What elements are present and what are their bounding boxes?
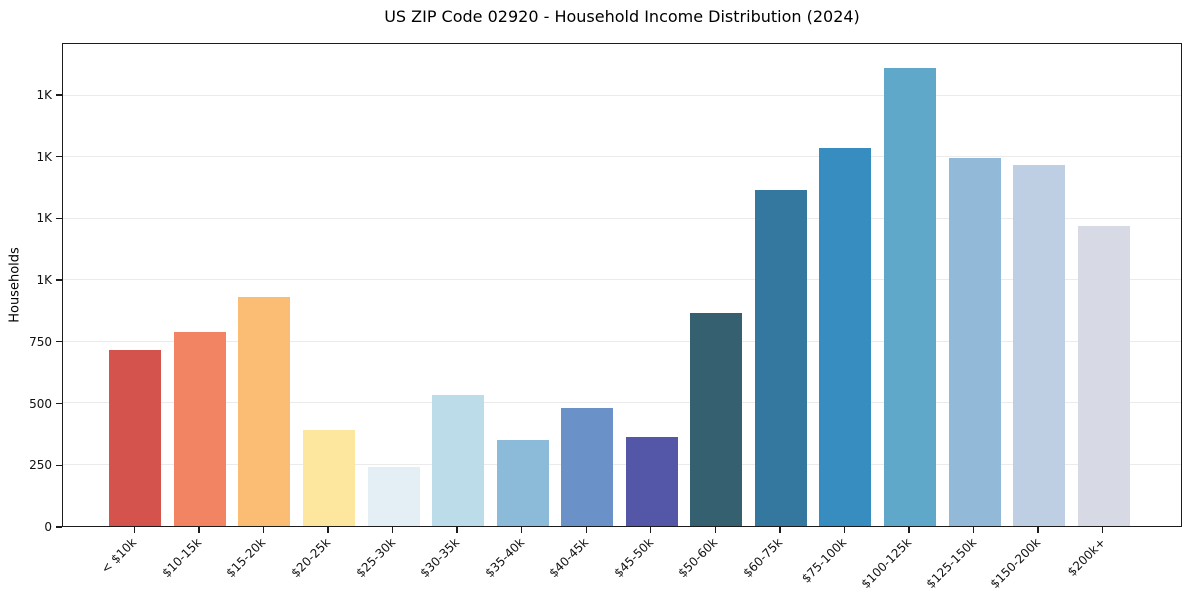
gridline (63, 340, 1181, 342)
y-tick-mark (56, 279, 62, 281)
bar-$10-15k (173, 331, 226, 526)
y-tick-label: 500 (29, 396, 52, 411)
bar-$20-25k (302, 429, 355, 526)
bar-$60-75k (754, 190, 807, 526)
x-tick-mark (133, 527, 135, 533)
bar-$25-30k (367, 467, 420, 526)
y-tick-label: 250 (29, 458, 52, 473)
bar-$40-45k (561, 407, 614, 526)
x-tick-mark (843, 527, 846, 533)
bar-$200k+ (1077, 225, 1130, 526)
x-tick-label: < $10k (98, 535, 140, 577)
bar-$50-60k (690, 313, 743, 526)
bar-$100-125k (884, 68, 937, 526)
x-tick-mark (585, 527, 587, 533)
bar-$30-35k (432, 395, 485, 526)
x-tick-mark (520, 527, 523, 533)
y-tick-mark (56, 94, 62, 96)
plot-area (62, 43, 1182, 527)
x-tick-mark (456, 527, 458, 533)
y-tick-label: 1K (36, 273, 52, 288)
gridline (63, 156, 1181, 158)
y-tick-mark (56, 402, 62, 405)
y-tick-label: 1K (36, 149, 52, 164)
gridline (63, 402, 1181, 404)
y-tick-mark (56, 217, 62, 220)
y-tick-label: 0 (44, 520, 52, 534)
x-tick-mark (262, 527, 265, 533)
y-tick-mark (56, 464, 62, 466)
gridline (63, 279, 1181, 281)
x-tick-mark (1102, 527, 1104, 533)
bar-$125-150k (948, 158, 1001, 526)
x-tick-mark (650, 527, 652, 533)
x-tick-mark (908, 527, 910, 533)
bar-$150-200k (1013, 165, 1066, 526)
y-tick-label: 1K (36, 211, 52, 226)
gridline (63, 217, 1181, 219)
y-tick-label: 750 (29, 334, 52, 349)
x-tick-mark (327, 527, 329, 533)
gridline (63, 463, 1181, 465)
gridline (63, 94, 1181, 96)
x-tick-mark (1037, 527, 1039, 533)
bar-$75-100k (819, 147, 872, 526)
y-tick-mark (56, 526, 62, 528)
y-tick-mark (56, 341, 62, 343)
x-tick-mark (972, 527, 975, 533)
chart-title: US ZIP Code 02920 - Household Income Dis… (384, 7, 860, 26)
x-tick-mark (779, 527, 781, 533)
x-tick-mark (714, 527, 717, 533)
y-tick-label: 1K (36, 87, 52, 102)
bar-$45-50k (625, 437, 678, 526)
x-tick-mark (198, 527, 200, 533)
y-tick-mark (56, 155, 62, 158)
bar-< $10k (109, 350, 162, 526)
x-tick-mark (391, 527, 394, 533)
bar-$35-40k (496, 439, 549, 526)
bar-$15-20k (238, 297, 291, 526)
